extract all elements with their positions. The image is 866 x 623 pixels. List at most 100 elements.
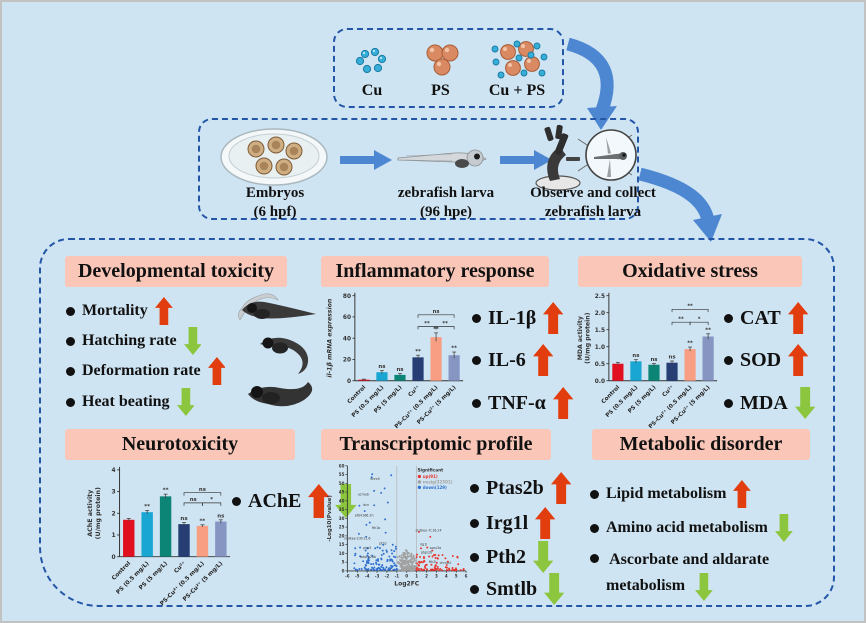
svg-text:AChE activity: AChE activity: [87, 490, 94, 537]
workflow-arrow-2-icon: [500, 150, 552, 170]
workflow-box: Embryos (6 hpf) zebrafish larva (96 hpe) O…: [198, 118, 656, 220]
flow-curved-arrow-2-icon: [638, 167, 722, 242]
svg-text:**: **: [424, 321, 430, 327]
bullet-icon: [472, 398, 481, 408]
mda-bar-chart: 0.0 0.5 1.0 1.5 2.0 2.5 MDA activity (U/mg prot…: [576, 286, 721, 431]
svg-text:-2: -2: [385, 574, 390, 579]
svg-text:20: 20: [339, 533, 345, 538]
svg-text:0.5: 0.5: [595, 362, 605, 368]
list-item-lipid-metabolism: Lipid metabolism: [590, 480, 752, 508]
trend-up-arrow-icon: [733, 480, 752, 508]
item-label: Lipid metabolism: [606, 485, 727, 502]
deformed-larva-1-icon: [238, 293, 316, 321]
svg-text:fth1b: fth1b: [372, 526, 381, 530]
list-item-smtlb: Smtlb: [470, 573, 565, 605]
svg-text:dhrs9: dhrs9: [370, 477, 379, 481]
svg-text:-3: -3: [375, 574, 380, 579]
bullet-icon: [66, 336, 75, 346]
svg-text:40: 40: [343, 336, 351, 342]
svg-text:ns: ns: [378, 364, 385, 370]
bullet-icon: [66, 397, 75, 407]
item-label: Pth2: [486, 545, 526, 568]
list-item-il1b: IL-1β: [472, 302, 564, 334]
svg-text:-1: -1: [395, 574, 400, 579]
svg-text:**: **: [687, 304, 693, 310]
svg-text:1.5: 1.5: [595, 328, 605, 334]
svg-text:ns: ns: [396, 367, 403, 373]
list-item-mortality: Mortality: [66, 297, 173, 325]
svg-text:pim5: pim5: [363, 546, 371, 550]
svg-text:3: 3: [111, 490, 115, 496]
svg-text:60: 60: [339, 463, 345, 468]
svg-text:6: 6: [465, 574, 468, 579]
svg-text:**: **: [678, 316, 684, 322]
bullet-icon: [472, 355, 481, 365]
item-label: Irg1l: [486, 511, 529, 534]
step-label-embryos: Embryos (6 hpf): [245, 185, 305, 220]
bullet-icon: [66, 306, 75, 316]
svg-text:ns: ns: [199, 487, 206, 493]
svg-text:ns: ns: [433, 309, 440, 315]
item-label: IL-6: [488, 348, 526, 371]
trend-down-arrow-icon: [544, 573, 565, 605]
item-label: IL-1β: [488, 306, 537, 329]
svg-text:2.0: 2.0: [595, 311, 605, 317]
svg-text:Log2FC: Log2FC: [394, 581, 420, 588]
svg-text:ns: ns: [668, 355, 675, 361]
svg-text:-6: -6: [345, 574, 350, 579]
item-label: Smtlb: [486, 577, 538, 600]
svg-text:0: 0: [342, 568, 345, 573]
svg-text:il-1β mRNA expression: il-1β mRNA expression: [327, 298, 334, 377]
svg-text:(U/mg protein): (U/mg protein): [95, 487, 102, 539]
svg-text:Cu²⁺: Cu²⁺: [661, 384, 676, 399]
svg-text:Cu²⁺: Cu²⁺: [407, 384, 422, 399]
ps-label: PS: [431, 82, 450, 99]
svg-text:5: 5: [455, 574, 458, 579]
item-label: Ptas2b: [486, 476, 544, 499]
svg-text:ns: ns: [180, 516, 188, 522]
ache-bar-chart: 0 1 2 3 4 AChE activity (U/mg protein) Control *…: [86, 460, 234, 608]
list-item-ascorbate-metabolism: Ascorbate and aldarate metabolism: [590, 548, 830, 601]
cu-group: Cu: [349, 36, 395, 100]
svg-text:2: 2: [111, 511, 115, 517]
zebrafish-larva-icon: [397, 149, 487, 168]
bullet-icon: [470, 518, 479, 528]
embryo-dish-icon: [220, 128, 328, 186]
panel-title-inflammatory: Inflammatory response: [321, 256, 549, 287]
trend-up-arrow-icon: [535, 507, 556, 539]
trend-down-arrow-icon: [533, 541, 554, 573]
list-item-hatching-rate: Hatching rate: [66, 327, 202, 355]
svg-text:45: 45: [339, 490, 345, 495]
item-label: Mortality: [82, 302, 148, 319]
exposure-box: Cu PS: [333, 28, 564, 108]
item-label: TNF-α: [488, 391, 546, 414]
step-label-observe: Observe and collect zebrafish larva: [530, 185, 656, 220]
bullet-icon: [724, 313, 733, 323]
svg-text:60: 60: [343, 315, 351, 321]
list-item-heat-beating: Heat beating: [66, 388, 195, 416]
list-item-cat: CAT: [724, 302, 809, 334]
bullet-icon: [232, 496, 241, 506]
bullet-icon: [590, 523, 599, 533]
workflow-arrow-1-icon: [340, 150, 392, 170]
svg-text:fth2l: fth2l: [429, 560, 437, 564]
bullet-icon: [472, 313, 481, 323]
item-label: AChE: [248, 489, 302, 512]
list-item-pth2: Pth2: [470, 541, 554, 573]
list-item-deformation-rate: Deformation rate: [66, 357, 226, 385]
list-item-il6: IL-6: [472, 344, 554, 376]
svg-text:*: *: [210, 497, 213, 503]
trend-up-arrow-icon: [788, 344, 809, 376]
bullet-icon: [590, 489, 599, 499]
svg-text:ns: ns: [217, 513, 225, 519]
svg-text:35: 35: [339, 507, 345, 512]
flow-curved-arrow-1-icon: [566, 37, 617, 130]
svg-text:MDA activity: MDA activity: [577, 316, 584, 360]
svg-text:5: 5: [342, 560, 345, 565]
bullet-icon: [66, 366, 75, 376]
svg-text:ns: ns: [632, 353, 639, 359]
panel-title-metabolic: Metabolic disorder: [592, 429, 810, 460]
svg-text:si:dkey-23h11.6: si:dkey-23h11.6: [344, 536, 370, 540]
svg-text:-4: -4: [365, 574, 370, 579]
